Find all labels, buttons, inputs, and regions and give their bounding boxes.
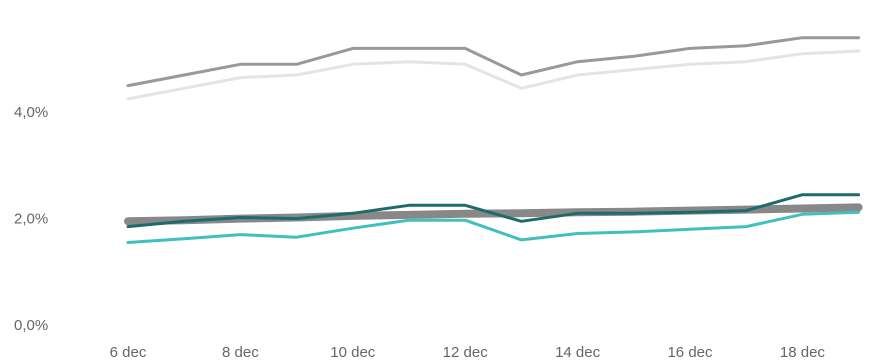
x-tick-label: 14 dec [555,344,601,360]
x-tick-label: 6 dec [110,344,147,360]
x-tick-label: 12 dec [443,344,489,360]
y-axis: 0,0% 2,0% 4,0% [14,104,48,334]
series-line-5 [126,210,861,244]
x-tick-label: 8 dec [222,344,259,360]
x-axis: 6 dec 8 dec 10 dec 12 dec 14 dec 16 dec 18 dec… [110,344,826,360]
x-tick-label: 18 dec [780,344,826,360]
x-tick-label: 10 dec [330,344,376,360]
y-tick-label: 4,0% [14,104,48,121]
x-tick-label: 16 dec [667,344,713,360]
y-tick-label: 2,0% [14,211,48,228]
plot-area [124,36,863,244]
series-line-4 [126,193,861,229]
series-line-1 [126,36,861,88]
y-tick-label: 0,0% [14,317,48,334]
series-line-2 [126,49,861,101]
